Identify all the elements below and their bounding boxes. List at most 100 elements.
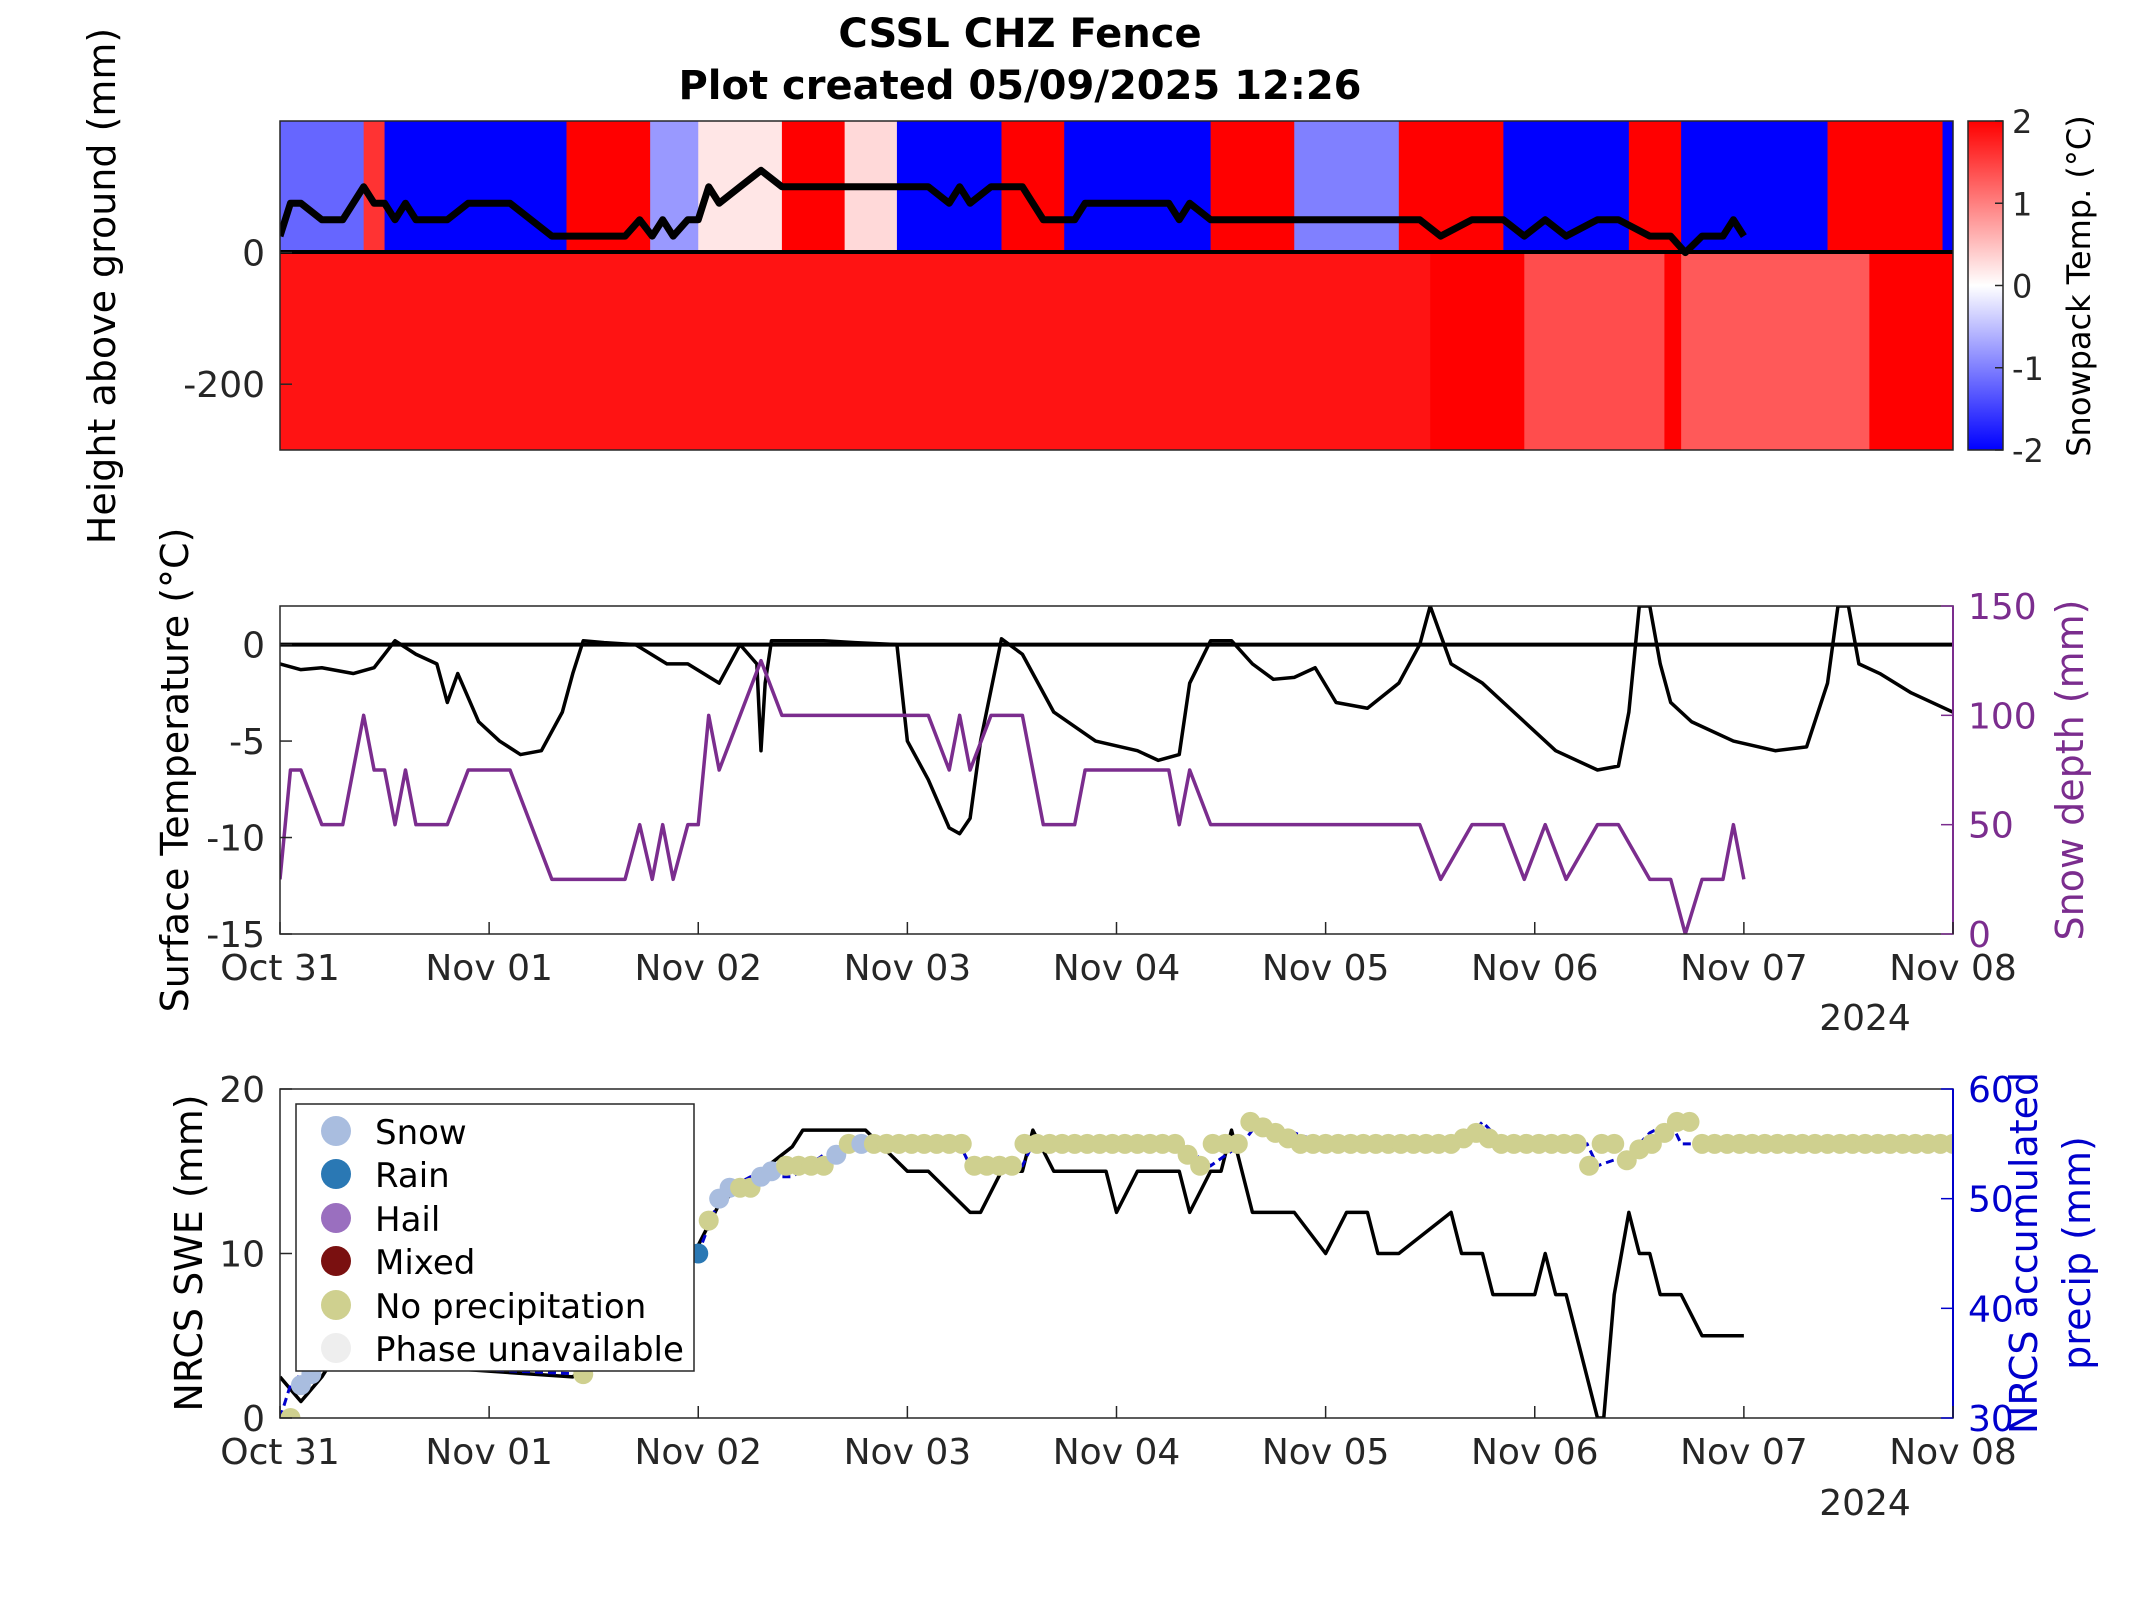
- precip-point-78: [1604, 1133, 1625, 1154]
- legend-marker-rain: [321, 1159, 351, 1189]
- panel2-ytick-label-0: 0: [242, 626, 265, 667]
- panel2-ytick-label-2: -10: [206, 819, 265, 860]
- panel3-xtick-label-6: Nov 06: [1471, 1432, 1599, 1473]
- panel2-xtick-label-0: Oct 31: [220, 948, 340, 989]
- legend-label-none: No precipitation: [375, 1287, 646, 1327]
- panel3-xtick-label-4: Nov 04: [1053, 1432, 1181, 1473]
- colorbar-tick-label-0: 2: [2012, 103, 2032, 141]
- snowpack-heatmap-panel: 0 -200 Height above ground (mm) 2 1 0 -1 -2 S…: [80, 28, 2098, 545]
- snowpack-cell-1: [363, 121, 386, 253]
- panel3-ylabel: NRCS SWE (mm): [167, 1094, 211, 1411]
- legend-marker-hail: [321, 1203, 351, 1233]
- panel3-yticks: 20 10 0: [219, 1070, 292, 1440]
- panel2-yticks: 0 -5 -10 -15: [206, 626, 292, 956]
- precip-point-30: [1001, 1155, 1022, 1176]
- panel3-xtick-label-1: Nov 01: [425, 1432, 553, 1473]
- panel2-ylabel: Surface Temperature (°C): [153, 528, 197, 1013]
- panel2-xtick-label-5: Nov 05: [1262, 948, 1390, 989]
- panel3-plot-area: [280, 1111, 1953, 1418]
- snowpack-cell-2: [384, 121, 459, 253]
- panel3-xtick-label-0: Oct 31: [220, 1432, 340, 1473]
- panel3-xticks: Oct 31 Nov 01 Nov 02 Nov 03 Nov 04 Nov 05 Nov …: [220, 1406, 2017, 1473]
- colorbar-tick-label-4: -2: [2012, 432, 2044, 470]
- title-line1: CSSL CHZ Fence: [838, 11, 1201, 57]
- panel3-xtick-label-7: Nov 07: [1680, 1432, 1808, 1473]
- panel3-y2tick-label-3: 30: [1968, 1399, 2014, 1440]
- panel1-ylabel: Height above ground (mm): [80, 28, 124, 545]
- panel2-xtick-label-1: Nov 01: [425, 948, 553, 989]
- legend-box: [295, 1103, 695, 1372]
- precip-point-26: [951, 1133, 972, 1154]
- ground-cell-3: [1664, 252, 1682, 450]
- surface-temperature-line: [280, 606, 1953, 836]
- surface-temperature-panel: 0 -5 -10 -15 150 100 50 0 Oct 31 Nov 01 Nov 02 No…: [153, 528, 2092, 1039]
- panel2-year-label: 2024: [1819, 998, 1911, 1039]
- panel3-y2label-line2: precip (mm): [2055, 1136, 2099, 1370]
- panel3-year-label: 2024: [1819, 1483, 1911, 1524]
- precip-point-84: [1679, 1111, 1700, 1132]
- snow-depth-line: [280, 658, 1746, 934]
- ground-cell-5: [1869, 252, 1953, 450]
- precip-point-45: [1190, 1155, 1211, 1176]
- legend-label-mixed: Mixed: [375, 1243, 475, 1283]
- panel1-ytick-label-1: -200: [183, 365, 265, 406]
- panel3-ytick-label-0: 20: [219, 1070, 265, 1111]
- precip-point-0: [280, 1408, 301, 1418]
- panel2-ytick-label-3: -15: [206, 915, 265, 956]
- panel2-y2tick-label-2: 50: [1968, 806, 2014, 847]
- legend-label-rain: Rain: [375, 1156, 450, 1196]
- colorbar-tick-label-2: 0: [2012, 268, 2032, 306]
- panel3-y2tick-label-0: 60: [1968, 1070, 2014, 1111]
- precip-point-105: [1943, 1133, 1953, 1154]
- snowpack-cell-13: [1294, 121, 1400, 253]
- legend-marker-none: [321, 1290, 351, 1320]
- colorbar-tick-label-3: -1: [2012, 350, 2044, 388]
- legend-label-unavailable: Phase unavailable: [375, 1330, 684, 1370]
- ground-cell-0: [280, 252, 1431, 450]
- panel3-xtick-label-3: Nov 03: [844, 1432, 972, 1473]
- precip-point-48: [1227, 1133, 1248, 1154]
- heatmap-snow-depth-line: [280, 166, 1747, 257]
- ground-cell-1: [1430, 252, 1525, 450]
- heatmap-cells: [280, 121, 1953, 450]
- swe-precip-panel: 20 10 0 60 50 40 30 Oct 31 Nov 01 Nov 02 Nov 03 N…: [167, 1070, 2099, 1524]
- panel3-xtick-label-5: Nov 05: [1262, 1432, 1390, 1473]
- snowpack-cell-15: [1503, 121, 1630, 253]
- precip-point-76: [1579, 1155, 1600, 1176]
- legend: Snow Rain Hail Mixed No precipitation Ph…: [295, 1103, 695, 1372]
- panel2-xtick-label-2: Nov 02: [634, 948, 762, 989]
- snowpack-cell-17: [1681, 121, 1829, 253]
- colorbar-ticks: 2 1 0 -1 -2: [1995, 103, 2044, 470]
- legend-marker-mixed: [321, 1246, 351, 1276]
- legend-marker-unavailable: [321, 1333, 351, 1363]
- panel3-y2tick-label-2: 40: [1968, 1289, 2014, 1330]
- panel2-y2ticks: 150 100 50 0: [1941, 587, 2037, 956]
- snowpack-cell-19: [1942, 121, 1953, 253]
- ground-cell-2: [1524, 252, 1665, 450]
- precip-point-75: [1566, 1133, 1587, 1154]
- panel2-xtick-label-3: Nov 03: [844, 948, 972, 989]
- panel1-frame: [279, 120, 1954, 451]
- precip-point-5: [698, 1210, 719, 1231]
- snowpack-cell-18: [1827, 121, 1944, 253]
- colorbar-tick-label-1: 1: [2012, 185, 2032, 223]
- panel1-yticks: 0 -200: [183, 234, 292, 406]
- panel2-xticks: Oct 31 Nov 01 Nov 02 Nov 03 Nov 04 Nov 05 Nov …: [220, 922, 2017, 989]
- panel2-xtick-label-4: Nov 04: [1053, 948, 1181, 989]
- colorbar-label: Snowpack Temp. (°C): [2060, 115, 2098, 457]
- panel2-xtick-label-8: Nov 08: [1889, 948, 2017, 989]
- snowpack-cell-11: [1064, 121, 1212, 253]
- snowpack-cell-12: [1210, 121, 1295, 253]
- snowpack-cell-4: [566, 121, 651, 253]
- panel2-xtick-label-7: Nov 07: [1680, 948, 1808, 989]
- panel3-y2ticks: 60 50 40 30: [1941, 1070, 2014, 1440]
- panel2-y2tick-label-1: 100: [1968, 696, 2037, 737]
- snowpack-cell-0: [280, 121, 365, 253]
- panel2-ytick-label-1: -5: [229, 722, 265, 763]
- panel1-ytick-label-0: 0: [242, 234, 265, 275]
- panel2-y2tick-label-3: 0: [1968, 915, 1991, 956]
- panel3-xtick-label-8: Nov 08: [1889, 1432, 2017, 1473]
- panel2-y2tick-label-0: 150: [1968, 587, 2037, 628]
